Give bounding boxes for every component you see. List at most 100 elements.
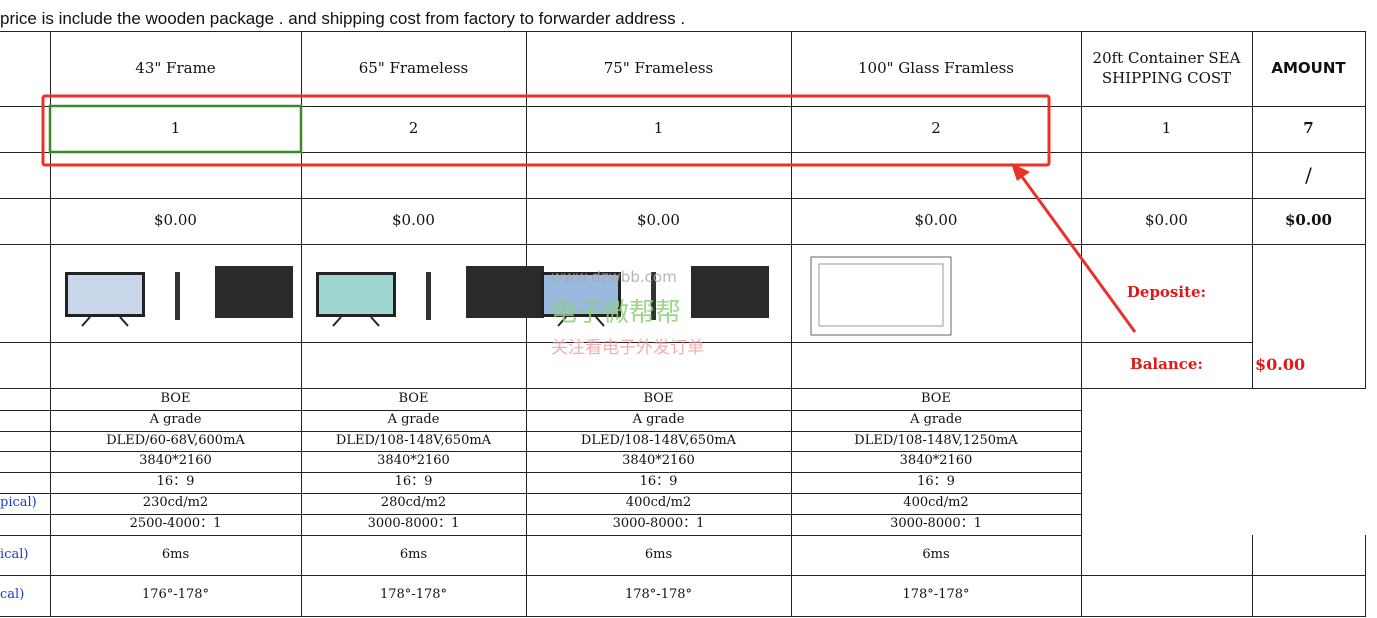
cell: 400cd/m2 bbox=[526, 493, 792, 515]
row-label: cal) bbox=[0, 587, 25, 602]
cell bbox=[0, 431, 51, 452]
cell: 3840*2160 bbox=[50, 451, 302, 473]
product-image bbox=[316, 266, 544, 327]
cell: BOE bbox=[791, 388, 1082, 411]
cell: 16：9 bbox=[50, 472, 302, 494]
cell: 3000-8000：1 bbox=[791, 514, 1082, 536]
cell bbox=[526, 342, 792, 389]
cell: $0.00 bbox=[301, 198, 527, 245]
product-image bbox=[810, 256, 952, 336]
watermark: 关注看电子外发订单 bbox=[551, 338, 704, 358]
cell bbox=[0, 575, 51, 617]
cell: 3840*2160 bbox=[301, 451, 527, 473]
cell bbox=[1252, 535, 1366, 576]
cell: A grade bbox=[50, 410, 302, 432]
top-border bbox=[0, 31, 1365, 32]
cell: 6ms bbox=[526, 535, 792, 576]
cell bbox=[0, 198, 51, 245]
product-image bbox=[65, 266, 293, 327]
cell: 65" Frameless bbox=[301, 31, 527, 107]
cell bbox=[791, 342, 1082, 389]
cell bbox=[0, 244, 51, 343]
cell: 178°-178° bbox=[301, 575, 527, 617]
cell: 1 bbox=[50, 106, 302, 153]
cell bbox=[50, 244, 302, 343]
cell bbox=[0, 535, 51, 576]
cell: DLED/108-148V,650mA bbox=[301, 431, 527, 452]
cell bbox=[301, 342, 527, 389]
cell bbox=[1252, 575, 1366, 617]
cell: 230cd/m2 bbox=[50, 493, 302, 515]
cell: 6ms bbox=[301, 535, 527, 576]
cell: 20ft Container SEA SHIPPING COST bbox=[1081, 31, 1253, 107]
cell: 6ms bbox=[50, 535, 302, 576]
cell: 176°-178° bbox=[50, 575, 302, 617]
cell bbox=[0, 410, 51, 432]
watermark: www.dzwbb.com bbox=[551, 268, 677, 286]
cell: 3000-8000：1 bbox=[526, 514, 792, 536]
cell: 178°-178° bbox=[526, 575, 792, 617]
cell: BOE bbox=[50, 388, 302, 411]
cell bbox=[526, 244, 792, 343]
cell: $0.00 bbox=[50, 198, 302, 245]
cell: A grade bbox=[791, 410, 1082, 432]
cell bbox=[0, 514, 51, 536]
cell bbox=[0, 472, 51, 494]
cell bbox=[1081, 535, 1253, 576]
cell bbox=[0, 152, 51, 199]
cell: 3840*2160 bbox=[526, 451, 792, 473]
cell: 16：9 bbox=[791, 472, 1082, 494]
cell: 75" Frameless bbox=[526, 31, 792, 107]
cell: $0.00 bbox=[791, 198, 1082, 245]
cell: 3840*2160 bbox=[791, 451, 1082, 473]
cell: $0.00 bbox=[1252, 342, 1366, 389]
product-image bbox=[541, 266, 769, 327]
cell: BOE bbox=[301, 388, 527, 411]
cell: 400cd/m2 bbox=[791, 493, 1082, 515]
cell: 100" Glass Framless bbox=[791, 31, 1082, 107]
note: price is include the wooden package . an… bbox=[0, 9, 686, 28]
cell bbox=[0, 106, 51, 153]
cell bbox=[1081, 575, 1253, 617]
cell: 1 bbox=[526, 106, 792, 153]
cell: / bbox=[1252, 152, 1366, 199]
cell bbox=[526, 152, 792, 199]
cell: Deposite: bbox=[1081, 244, 1253, 343]
watermark: 电子微帮帮 bbox=[551, 298, 682, 328]
cell: 7 bbox=[1252, 106, 1366, 153]
cell bbox=[0, 342, 51, 389]
cell bbox=[1252, 244, 1366, 343]
cell: 178°-178° bbox=[791, 575, 1082, 617]
cell: 16：9 bbox=[526, 472, 792, 494]
cell bbox=[791, 152, 1082, 199]
cell bbox=[0, 493, 51, 515]
cell: 3000-8000：1 bbox=[301, 514, 527, 536]
cell: 6ms bbox=[791, 535, 1082, 576]
cell: BOE bbox=[526, 388, 792, 411]
cell bbox=[50, 342, 302, 389]
cell: 280cd/m2 bbox=[301, 493, 527, 515]
cell: 2 bbox=[791, 106, 1082, 153]
cell: AMOUNT bbox=[1252, 31, 1366, 107]
cell bbox=[0, 388, 51, 411]
cell: 2500-4000：1 bbox=[50, 514, 302, 536]
cell: Balance: bbox=[1081, 342, 1253, 389]
cell: 43" Frame bbox=[50, 31, 302, 107]
cell bbox=[1081, 152, 1253, 199]
row-label: pical) bbox=[0, 495, 37, 510]
cell: 1 bbox=[1081, 106, 1253, 153]
cell: 2 bbox=[301, 106, 527, 153]
cell: DLED/108-148V,650mA bbox=[526, 431, 792, 452]
cell: A grade bbox=[301, 410, 527, 432]
cell: $0.00 bbox=[1252, 198, 1366, 245]
cell bbox=[301, 152, 527, 199]
cell: $0.00 bbox=[1081, 198, 1253, 245]
cell: A grade bbox=[526, 410, 792, 432]
cell: DLED/60-68V,600mA bbox=[50, 431, 302, 452]
cell: DLED/108-148V,1250mA bbox=[791, 431, 1082, 452]
cell: $0.00 bbox=[526, 198, 792, 245]
cell: 16：9 bbox=[301, 472, 527, 494]
row-label: ical) bbox=[0, 546, 29, 562]
cell bbox=[0, 31, 51, 107]
